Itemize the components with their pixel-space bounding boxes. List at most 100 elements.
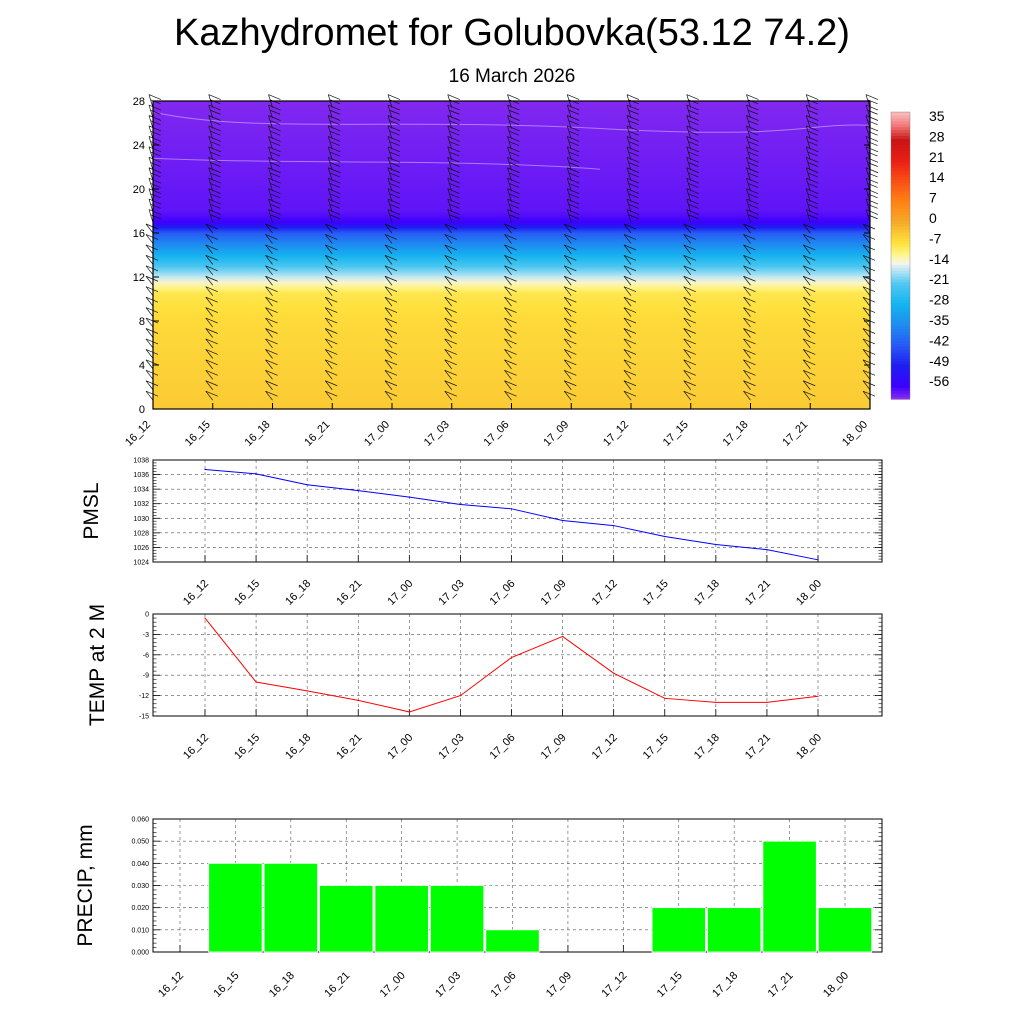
wind-barb — [865, 104, 879, 119]
wind-barb-flag — [387, 209, 401, 215]
wind-barb-flag — [444, 380, 457, 387]
wind-barb-flag — [567, 115, 580, 121]
wind-barb-flag — [504, 307, 517, 313]
wind-barb — [268, 136, 281, 150]
wind-barb-staff — [743, 359, 751, 370]
wind-barb-flag — [683, 223, 696, 230]
wind-barb-flag — [867, 109, 878, 115]
wind-barb — [444, 369, 457, 380]
wind-barb-staff — [148, 198, 154, 213]
wind-barb-flag — [626, 156, 640, 163]
wind-barb — [145, 359, 159, 370]
wind-barb-flag — [150, 193, 161, 199]
wind-barb-flag — [444, 286, 457, 293]
wind-barb — [805, 115, 819, 129]
wind-barb-flag — [444, 234, 457, 240]
wind-barb-flag — [205, 359, 218, 366]
wind-barb-flag — [210, 141, 221, 146]
wind-barb — [623, 338, 637, 349]
colorbar-bin — [891, 270, 910, 274]
wind-barb — [384, 223, 398, 234]
wind-barb-staff — [387, 115, 393, 129]
wind-barb-staff — [504, 244, 512, 255]
wind-barb-staff — [447, 167, 453, 181]
wind-barb-flag — [686, 125, 699, 132]
wind-barb-flag — [268, 136, 281, 142]
wind-barb-flag — [686, 146, 699, 153]
wind-barb-flag — [328, 188, 341, 194]
wind-barb-flag — [504, 369, 517, 376]
wind-barb-flag — [623, 359, 637, 366]
wind-barb — [862, 223, 876, 234]
wind-barb-flag — [444, 369, 457, 376]
x-tick-label: 17_03 — [436, 732, 466, 762]
colorbar-bin — [891, 278, 910, 283]
wind-barb-flag — [743, 338, 756, 345]
x-tick-label: 17_12 — [590, 732, 620, 762]
wind-barb-staff — [743, 390, 751, 401]
wind-barb-flag — [444, 296, 457, 303]
wind-barb — [208, 177, 221, 192]
wind-barb — [148, 209, 162, 223]
wind-barb-flag — [508, 151, 520, 157]
colorbar-bin — [891, 147, 910, 151]
colorbar-bin — [891, 117, 910, 122]
wind-barb-flag — [688, 151, 699, 157]
wind-barb — [265, 234, 278, 244]
wind-barb-flag — [803, 349, 816, 355]
wind-barb-flag — [743, 380, 756, 387]
wind-barb-staff — [208, 167, 214, 181]
wind-barb — [265, 296, 278, 307]
wind-barb-flag — [150, 172, 161, 178]
colorbar-label: 0 — [929, 210, 937, 226]
wind-barb — [205, 255, 218, 265]
wind-barb — [148, 177, 162, 192]
x-tick-label: 17_21 — [743, 578, 773, 608]
wind-barb-flag — [862, 349, 876, 355]
wind-barb — [384, 307, 398, 317]
wind-barb-flag — [210, 183, 221, 188]
wind-barb-flag — [145, 275, 159, 282]
temp-point — [357, 699, 359, 701]
wind-barb-staff — [205, 380, 214, 390]
y-axis-label: PRECIP, mm — [74, 824, 97, 946]
colorbar-bin — [891, 328, 910, 333]
wind-barb — [623, 307, 637, 317]
wind-barb-staff — [862, 380, 871, 390]
wind-barb-staff — [805, 157, 811, 171]
wind-barb-staff — [324, 328, 333, 338]
wind-barb — [563, 369, 577, 380]
wind-barb-staff — [686, 146, 692, 160]
wind-barb — [265, 317, 278, 328]
wind-barb-staff — [865, 198, 871, 213]
wind-barb-staff — [145, 317, 154, 328]
wind-barb — [686, 198, 699, 213]
wind-barb-staff — [387, 209, 393, 223]
wind-barb-staff — [507, 125, 512, 140]
wind-barb-flag — [325, 359, 338, 366]
wind-barb-flag — [867, 183, 878, 188]
wind-barb-staff — [265, 255, 273, 265]
wind-barb — [145, 307, 159, 317]
colorbar-label: -56 — [929, 373, 949, 389]
wind-barb-flag — [743, 234, 756, 240]
wind-barb-flag — [628, 193, 639, 199]
wind-barb-staff — [265, 286, 273, 296]
wind-barb-flag — [265, 328, 278, 334]
precip-bar — [319, 885, 374, 953]
wind-barb — [504, 296, 517, 307]
wind-barb — [324, 286, 338, 296]
wind-barb — [208, 115, 221, 129]
y-tick-label: 0.020 — [131, 905, 149, 912]
wind-barb-staff — [208, 157, 214, 171]
wind-barb-flag — [389, 120, 400, 126]
wind-barb-flag — [806, 209, 819, 215]
wind-barb-flag — [504, 349, 517, 355]
wind-barb-flag — [623, 338, 637, 345]
wind-barb-staff — [268, 198, 273, 213]
wind-barb-flag — [269, 203, 281, 209]
wind-barb-flag — [626, 198, 640, 205]
wind-barb — [504, 328, 517, 338]
wind-barb — [324, 349, 338, 359]
wind-barb-staff — [327, 188, 333, 202]
